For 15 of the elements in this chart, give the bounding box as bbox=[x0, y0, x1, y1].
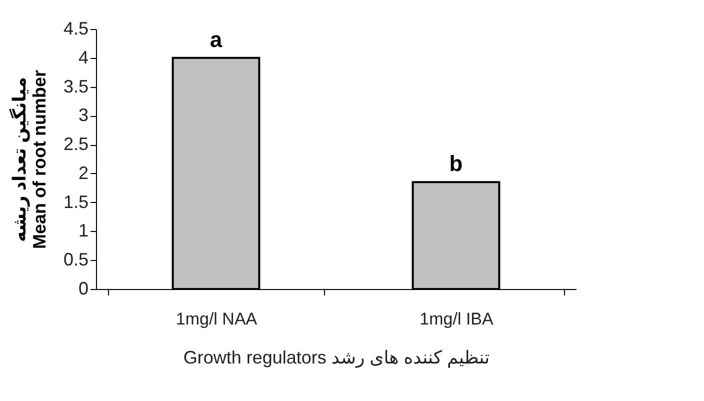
y-tick-label: 3 bbox=[78, 105, 88, 126]
y-tick-label: 1.5 bbox=[63, 192, 88, 212]
y-tick-label: 2.5 bbox=[63, 134, 88, 154]
annotation: b bbox=[449, 151, 463, 176]
y-tick-label: 2 bbox=[78, 162, 88, 183]
y-tick-label: 0 bbox=[78, 278, 88, 298]
y-tick-label: 0.5 bbox=[63, 250, 88, 270]
y-tick-label: 1 bbox=[78, 220, 88, 241]
x-axis-title: Growth regulators تنظیم کننده های رشد bbox=[183, 348, 490, 368]
annotation: a bbox=[210, 26, 223, 52]
x-tick-label: 1mg/l IBA bbox=[420, 310, 494, 328]
y-tick-label: 3.5 bbox=[63, 76, 88, 96]
x-tick-label: 1mg/l NAA bbox=[176, 310, 258, 328]
y-tick-label: 4.5 bbox=[63, 18, 88, 38]
y-tick-label: 4 bbox=[78, 47, 88, 68]
